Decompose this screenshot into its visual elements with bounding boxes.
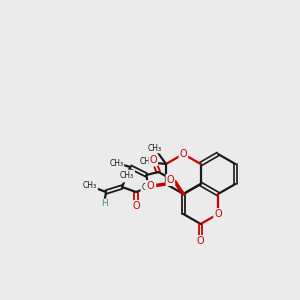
Text: O: O	[149, 155, 157, 165]
Text: O: O	[179, 149, 187, 159]
Text: CH₃: CH₃	[141, 182, 155, 191]
Text: O: O	[132, 201, 140, 211]
Text: O: O	[146, 181, 154, 191]
Text: O: O	[197, 236, 205, 246]
Text: CH₃: CH₃	[83, 182, 97, 190]
Text: CH₃: CH₃	[140, 158, 154, 166]
Text: CH₃: CH₃	[147, 144, 161, 153]
Text: O: O	[214, 209, 222, 219]
Text: CH₃: CH₃	[109, 158, 123, 167]
Text: O: O	[167, 175, 174, 185]
Text: H: H	[101, 200, 107, 208]
Text: CH₃: CH₃	[120, 170, 134, 179]
Text: H: H	[123, 172, 130, 182]
